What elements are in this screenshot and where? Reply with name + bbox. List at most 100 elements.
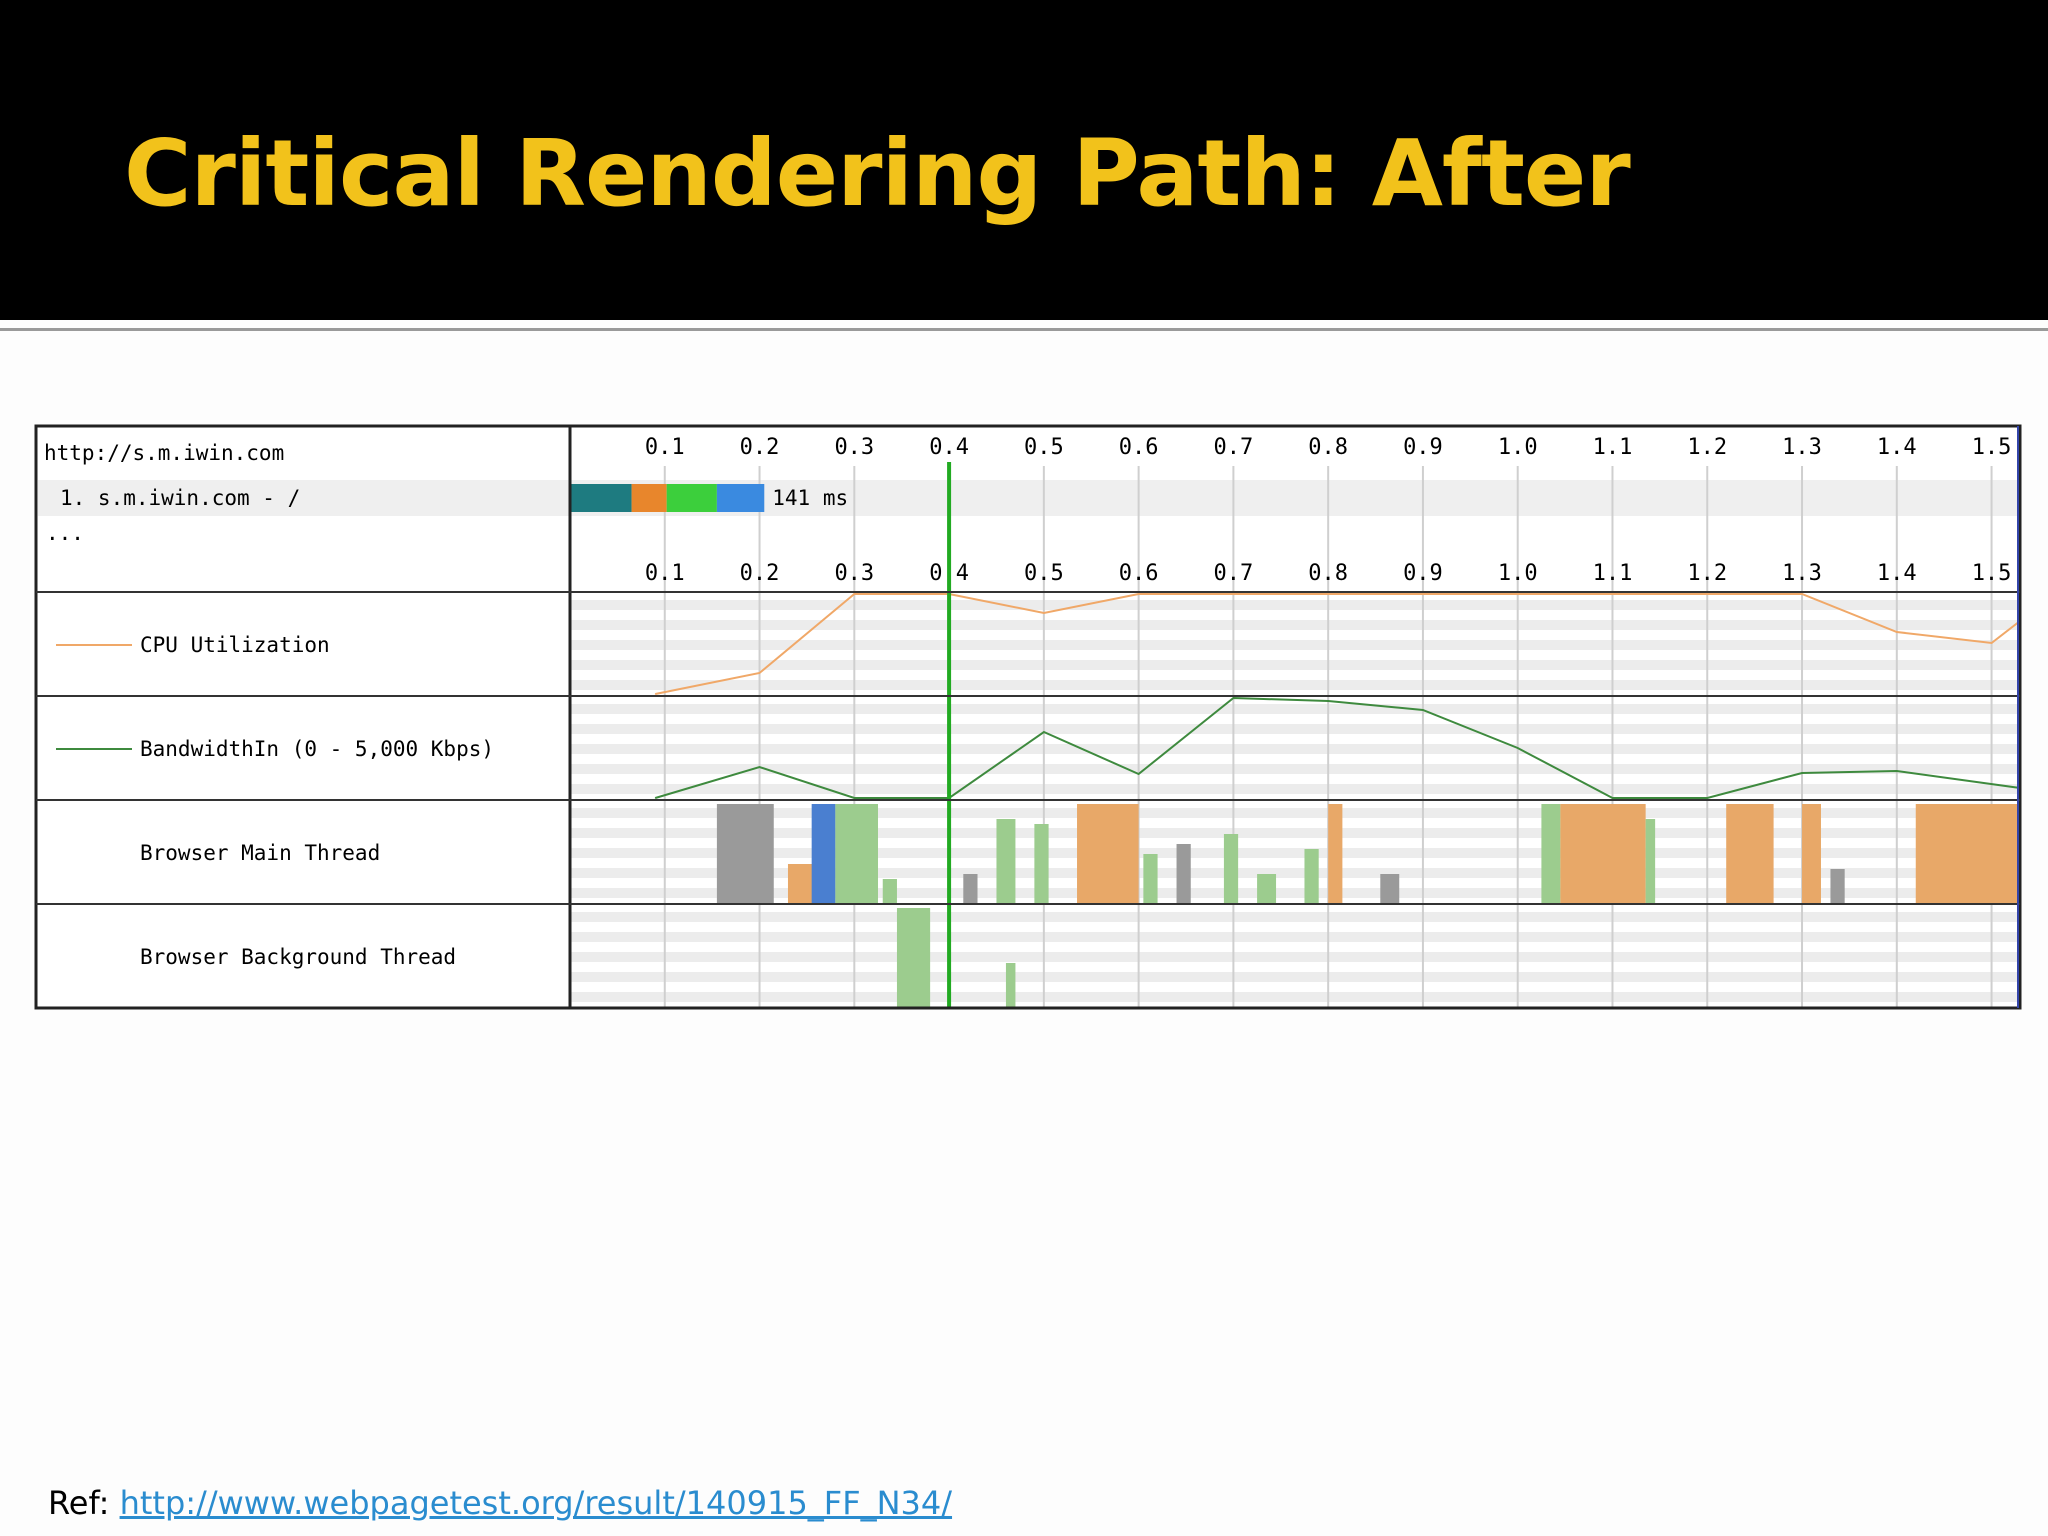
series-point bbox=[1327, 700, 1329, 702]
reference-prefix: Ref: bbox=[48, 1484, 120, 1522]
x-tick-label-mid: 0.1 bbox=[645, 561, 685, 586]
x-tick-label-mid: 0.6 bbox=[1119, 561, 1159, 586]
row-stripe bbox=[570, 808, 2020, 818]
title-bar: Critical Rendering Path: After bbox=[0, 0, 2048, 320]
x-tick-label-top: 0.9 bbox=[1403, 435, 1443, 460]
x-tick-label-top: 0.1 bbox=[645, 435, 685, 460]
thread-activity-bar bbox=[1257, 874, 1277, 904]
x-tick-label-top: 0.3 bbox=[834, 435, 874, 460]
row-stripe bbox=[570, 868, 2020, 878]
x-tick-label-top: 0.7 bbox=[1214, 435, 1254, 460]
thread-activity-bar bbox=[716, 804, 774, 904]
thread-activity-bar bbox=[1915, 804, 2020, 904]
row-stripe bbox=[570, 888, 2020, 898]
x-tick-label-mid: 1.0 bbox=[1498, 561, 1538, 586]
series-point bbox=[1138, 593, 1140, 595]
x-tick-label-mid: 0.3 bbox=[834, 561, 874, 586]
series-point bbox=[1801, 593, 1803, 595]
row-stripe bbox=[570, 972, 2020, 982]
thread-activity-bar bbox=[1034, 824, 1049, 904]
series-point bbox=[1327, 593, 1329, 595]
x-tick-label-mid: 1.4 bbox=[1877, 561, 1917, 586]
series-point bbox=[1043, 731, 1045, 733]
x-tick-label-top: 1.4 bbox=[1877, 435, 1917, 460]
x-tick-label-top: 1.5 bbox=[1972, 435, 2012, 460]
ellipsis-label: ... bbox=[46, 521, 84, 545]
request-label: 1. s.m.iwin.com - / bbox=[60, 486, 300, 510]
series-point bbox=[1422, 709, 1424, 711]
thread-activity-bar bbox=[1541, 804, 1561, 904]
row-stripe bbox=[570, 784, 2020, 794]
series-point bbox=[1896, 631, 1898, 633]
request-row-highlight bbox=[38, 480, 2018, 516]
thread-activity-bar bbox=[1005, 963, 1016, 1008]
x-tick-label-mid: 0.5 bbox=[1024, 561, 1064, 586]
x-tick-label-mid: 1.5 bbox=[1972, 561, 2012, 586]
thread-activity-bar bbox=[835, 804, 879, 904]
thread-activity-bar bbox=[996, 819, 1016, 904]
x-tick-label-mid: 0.9 bbox=[1403, 561, 1443, 586]
thread-activity-bar bbox=[811, 804, 836, 904]
request-segment-ttfb bbox=[666, 484, 717, 512]
x-tick-label-top: 0.2 bbox=[740, 435, 780, 460]
row-stripe bbox=[570, 660, 2020, 670]
request-duration-label: 141 ms bbox=[772, 486, 848, 510]
thread-activity-bar bbox=[1645, 819, 1656, 904]
row-stripe bbox=[570, 848, 2020, 858]
row-stripe bbox=[570, 828, 2020, 838]
request-segment-dns bbox=[570, 484, 632, 512]
x-tick-label-mid: 1.2 bbox=[1687, 561, 1727, 586]
x-tick-label-mid: 0.2 bbox=[740, 561, 780, 586]
row-stripe bbox=[570, 704, 2020, 714]
reference-line: Ref: http://www.webpagetest.org/result/1… bbox=[48, 1484, 952, 1522]
thread-activity-bar bbox=[1077, 804, 1139, 904]
series-point bbox=[1422, 593, 1424, 595]
series-point bbox=[1517, 593, 1519, 595]
row-stripe bbox=[570, 620, 2020, 630]
series-point bbox=[759, 766, 761, 768]
series-point bbox=[1138, 773, 1140, 775]
row-stripe bbox=[570, 680, 2020, 690]
series-point bbox=[1991, 642, 1993, 644]
series-point bbox=[1232, 593, 1234, 595]
series-point bbox=[1896, 770, 1898, 772]
page-url-label: http://s.m.iwin.com bbox=[44, 441, 284, 465]
x-tick-label-mid: 1.3 bbox=[1782, 561, 1822, 586]
x-tick-label-top: 1.0 bbox=[1498, 435, 1538, 460]
row-stripe bbox=[570, 912, 2020, 922]
series-point bbox=[1611, 593, 1613, 595]
series-point bbox=[759, 672, 761, 674]
series-point bbox=[1043, 612, 1045, 614]
x-tick-label-top: 1.2 bbox=[1687, 435, 1727, 460]
row-stripe bbox=[570, 992, 2020, 1002]
x-tick-label-top: 0.5 bbox=[1024, 435, 1064, 460]
cpu-series-line bbox=[655, 593, 2021, 695]
thread-activity-bar bbox=[1328, 804, 1343, 904]
series-point bbox=[1611, 797, 1613, 799]
x-tick-label-top: 0.4 bbox=[929, 435, 969, 460]
request-segment-connect bbox=[631, 484, 667, 512]
row-stripe bbox=[570, 600, 2020, 610]
series-point bbox=[1706, 593, 1708, 595]
x-tick-label-top: 0.8 bbox=[1308, 435, 1348, 460]
reference-link[interactable]: http://www.webpagetest.org/result/140915… bbox=[119, 1484, 953, 1522]
thread-activity-bar bbox=[1830, 869, 1845, 904]
thread-activity-bar bbox=[882, 879, 897, 904]
row-stripe bbox=[570, 952, 2020, 962]
chart-frame bbox=[34, 424, 2022, 1010]
series-point bbox=[853, 797, 855, 799]
row-stripe bbox=[570, 724, 2020, 734]
x-tick-label-mid: 0.7 bbox=[1214, 561, 1254, 586]
thread-activity-bar bbox=[1143, 854, 1158, 904]
request-segment-download bbox=[716, 484, 765, 512]
thread-activity-bar bbox=[1176, 844, 1191, 904]
thread-activity-bar bbox=[896, 908, 931, 1008]
thread-activity-bar bbox=[1726, 804, 1774, 904]
thread-activity-bar bbox=[1223, 834, 1239, 904]
thread-activity-bar bbox=[1802, 804, 1821, 904]
row-stripe bbox=[570, 744, 2020, 754]
row-stripe bbox=[570, 764, 2020, 774]
x-tick-label-top: 1.1 bbox=[1593, 435, 1633, 460]
thread-activity-bar bbox=[1560, 804, 1646, 904]
